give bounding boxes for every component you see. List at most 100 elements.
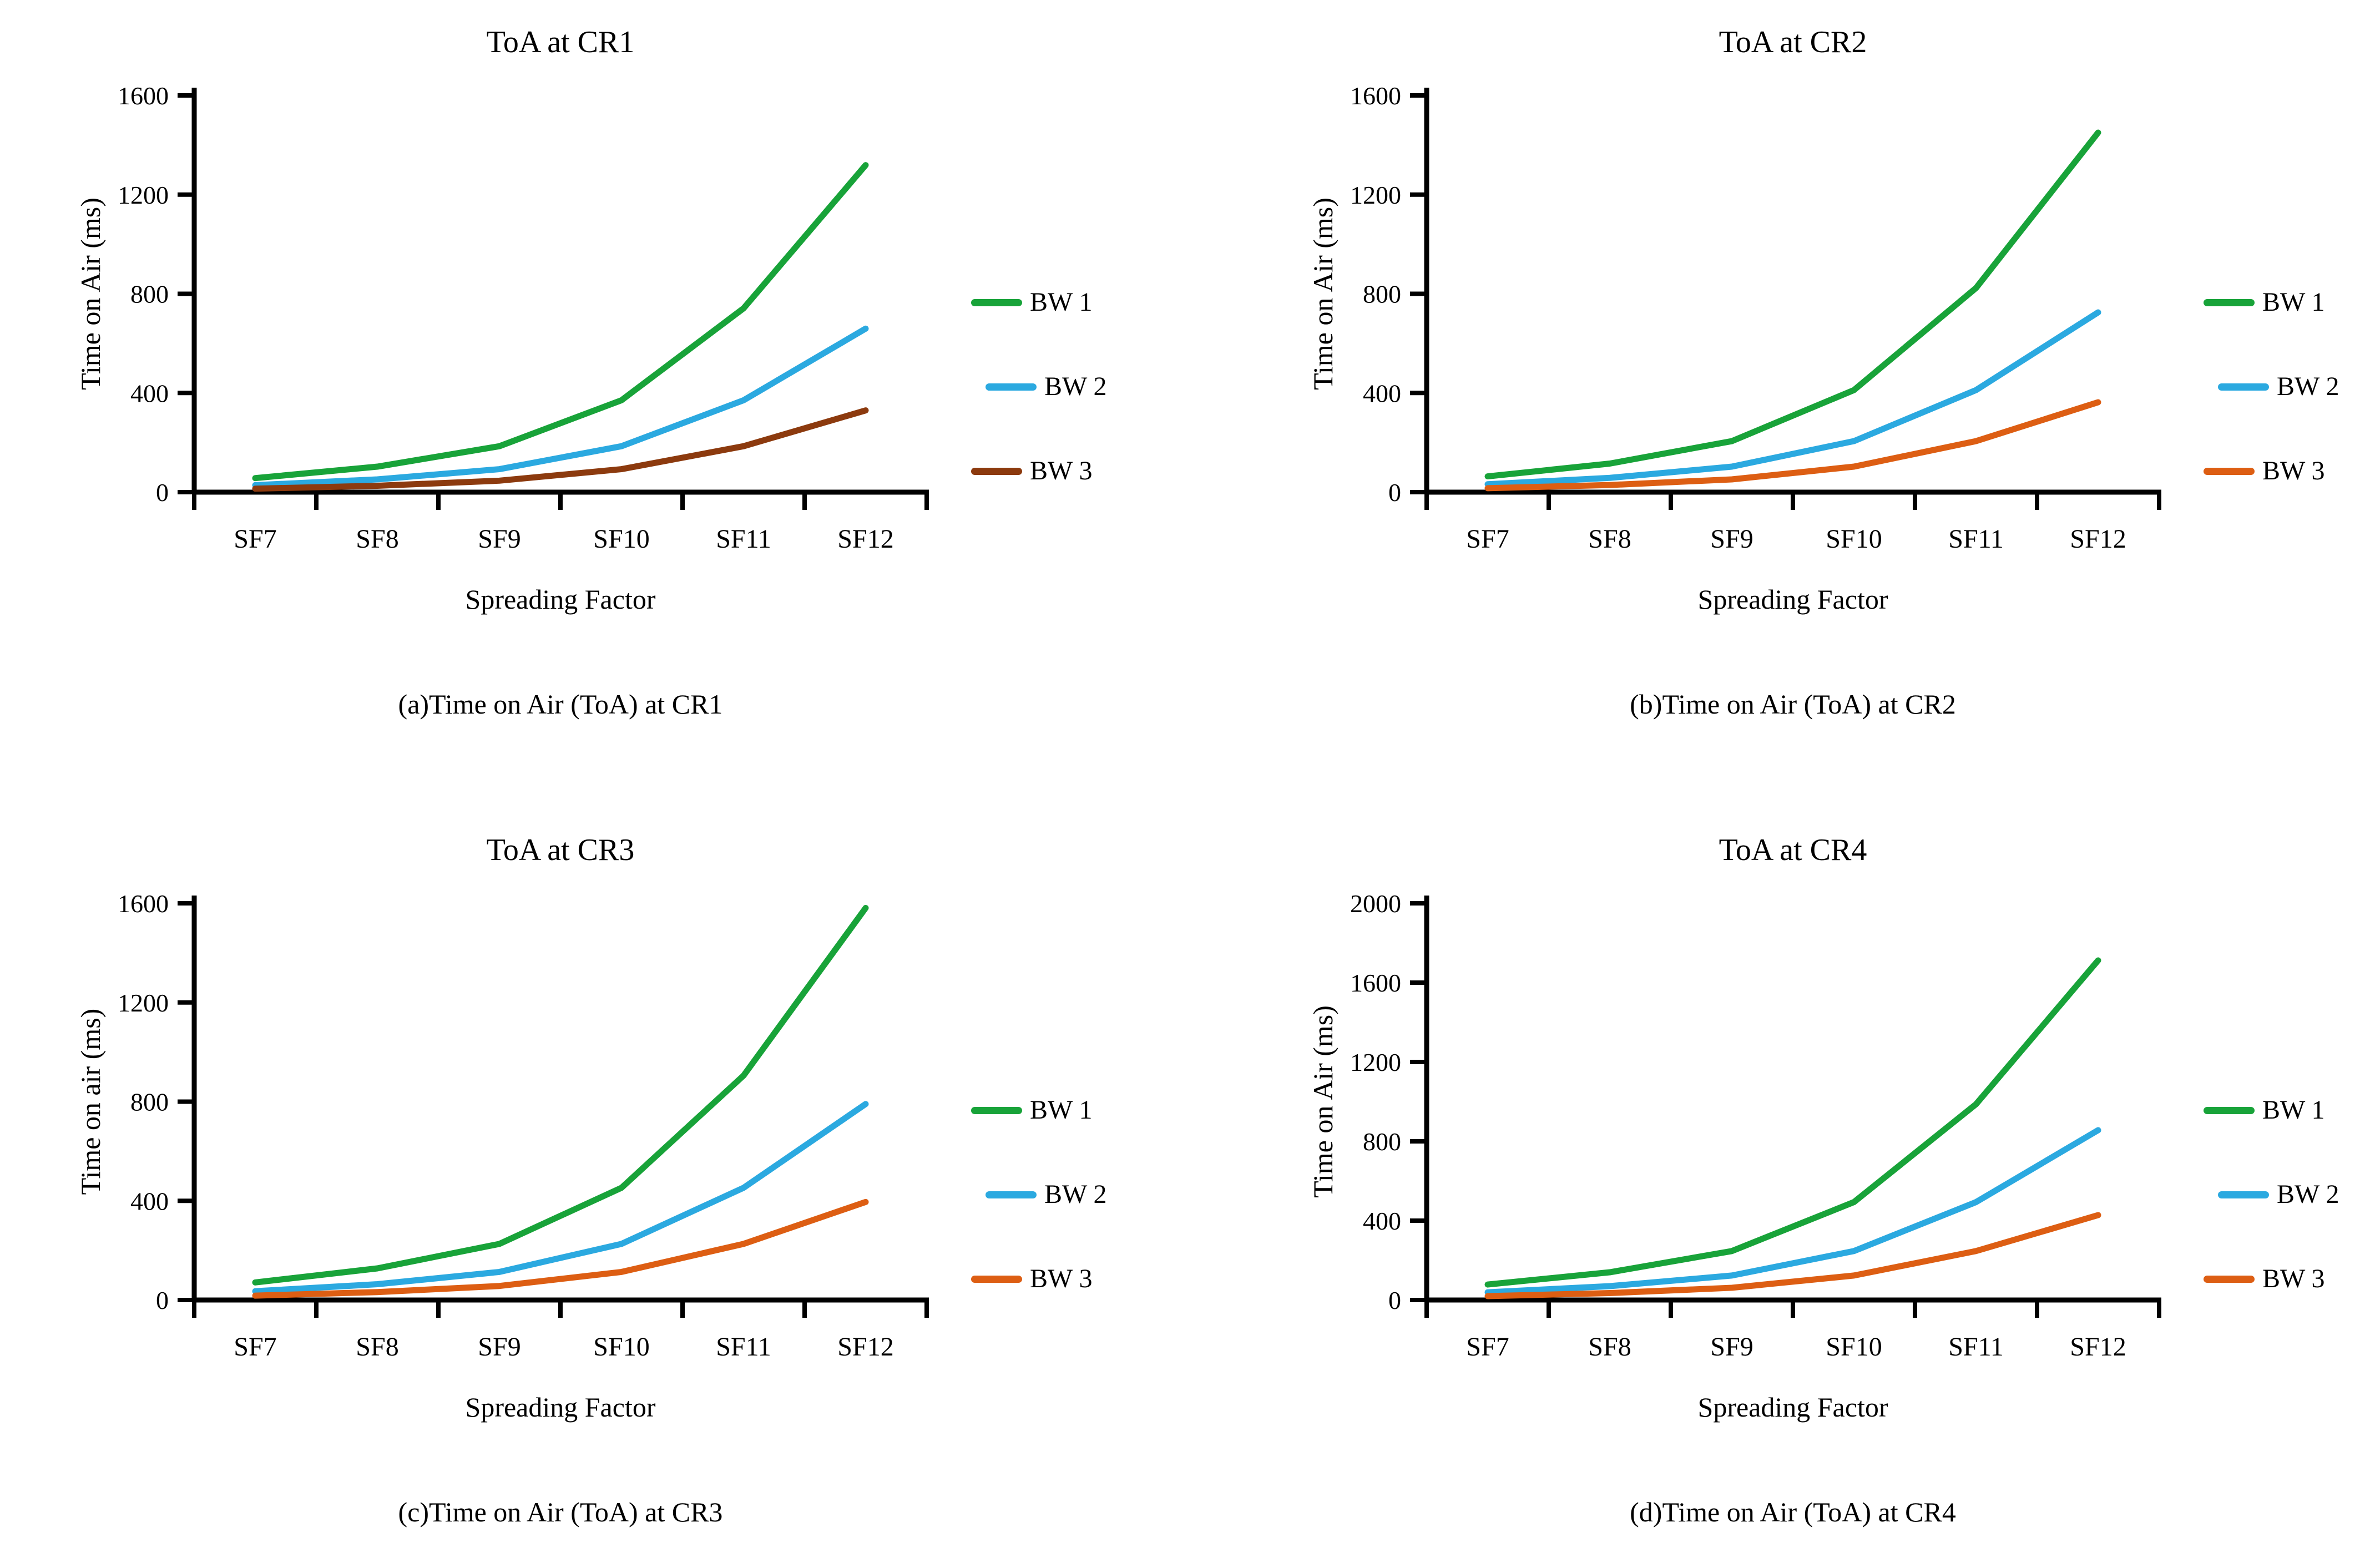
panel-b: ToA at CR2 Time on Air (ms) Spreading Fact… bbox=[1180, 0, 2360, 784]
chart-title: ToA at CR2 bbox=[1719, 25, 1867, 59]
y-tick-label: 0 bbox=[156, 478, 169, 507]
panel-d-main: ToA at CR4 Time on Air (ms) Spreading Fact… bbox=[1310, 815, 2360, 1430]
legend-item-label: BW 2 bbox=[1044, 1180, 1107, 1209]
x-tick-label: SF8 bbox=[1588, 524, 1631, 554]
series-line-bw-2 bbox=[1484, 309, 2101, 488]
x-tick-label: SF10 bbox=[593, 524, 649, 554]
y-tick-label: 400 bbox=[1363, 1207, 1401, 1235]
line-chart-toa-cr3: ToA at CR3 Time on air (ms) Spreading Fact… bbox=[78, 833, 929, 1423]
y-tick-label: 400 bbox=[1363, 379, 1401, 407]
legend-item-bw-1: BW 1 bbox=[2204, 287, 2339, 318]
legend-line-swatch bbox=[986, 1191, 1037, 1198]
x-tick-label: SF8 bbox=[356, 1332, 398, 1362]
y-tick-label: 1600 bbox=[1350, 969, 1401, 997]
legend-item-label: BW 1 bbox=[1030, 1095, 1093, 1125]
legend-item-label: BW 2 bbox=[2277, 1180, 2339, 1209]
legend-cr2: BW 1 BW 2 BW 3 bbox=[2204, 287, 2339, 487]
x-tick-label: SF11 bbox=[1948, 1332, 2004, 1362]
x-tick-label: SF12 bbox=[2070, 524, 2126, 554]
legend-line-swatch bbox=[2218, 383, 2269, 391]
legend-cr4: BW 1 BW 2 BW 3 bbox=[2204, 1095, 2339, 1294]
x-tick-label: SF7 bbox=[1466, 1332, 1509, 1362]
panel-c-main: ToA at CR3 Time on air (ms) Spreading Fact… bbox=[78, 815, 1180, 1430]
x-tick-label: SF7 bbox=[234, 524, 276, 554]
legend-line-swatch bbox=[986, 383, 1037, 391]
x-axis-label: Spreading Factor bbox=[466, 584, 656, 615]
x-axis-label: Spreading Factor bbox=[466, 1392, 656, 1423]
x-tick-label: SF9 bbox=[1710, 1332, 1753, 1362]
x-axis-label: Spreading Factor bbox=[1698, 1392, 1888, 1423]
legend-item-label: BW 1 bbox=[2262, 1095, 2325, 1125]
legend-item-bw-2: BW 2 bbox=[971, 371, 1106, 402]
legend-cr1: BW 1 BW 2 BW 3 bbox=[971, 287, 1106, 487]
y-tick-label: 2000 bbox=[1350, 889, 1401, 918]
legend-item-bw-1: BW 1 bbox=[2204, 1095, 2339, 1126]
series-line-bw-2 bbox=[1484, 1127, 2101, 1296]
y-tick-label: 0 bbox=[1388, 1286, 1401, 1314]
legend-line-swatch bbox=[971, 299, 1022, 306]
x-tick-label: SF8 bbox=[1588, 1332, 1631, 1362]
series-line-bw-3 bbox=[252, 1198, 869, 1299]
legend-item-bw-3: BW 3 bbox=[971, 456, 1106, 487]
series-line-bw-3 bbox=[252, 407, 869, 492]
y-tick-label: 800 bbox=[130, 1088, 169, 1116]
chart-title: ToA at CR1 bbox=[487, 25, 635, 59]
x-tick-label: SF11 bbox=[716, 1332, 771, 1362]
y-tick-label: 800 bbox=[1363, 1127, 1401, 1156]
series-line-bw-2 bbox=[252, 1101, 869, 1294]
line-chart-toa-cr1: ToA at CR1 Time on Air (ms) Spreading Fact… bbox=[78, 25, 929, 615]
series-line-bw-3 bbox=[1484, 399, 2101, 492]
series-line-bw-1 bbox=[1484, 957, 2101, 1288]
legend-item-label: BW 1 bbox=[1030, 287, 1093, 317]
y-tick-label: 1600 bbox=[118, 82, 169, 110]
y-tick-label: 1200 bbox=[1350, 1048, 1401, 1076]
panel-d: ToA at CR4 Time on Air (ms) Spreading Fact… bbox=[1180, 784, 2360, 1568]
legend-item-label: BW 3 bbox=[2262, 456, 2325, 485]
y-tick-label: 1200 bbox=[118, 181, 169, 209]
chart-title: ToA at CR3 bbox=[487, 833, 635, 867]
legend-cr3: BW 1 BW 2 BW 3 bbox=[971, 1095, 1106, 1294]
x-tick-label: SF12 bbox=[837, 1332, 893, 1362]
x-tick-label: SF11 bbox=[1948, 524, 2004, 554]
y-axis-label: Time on Air (ms) bbox=[1310, 1005, 1338, 1198]
legend-item-label: BW 3 bbox=[2262, 1264, 2325, 1293]
legend-item-bw-1: BW 1 bbox=[971, 1095, 1106, 1126]
series-line-bw-2 bbox=[252, 325, 869, 488]
caption-b: (b)Time on Air (ToA) at CR2 bbox=[1630, 689, 1956, 720]
x-tick-label: SF12 bbox=[2070, 1332, 2126, 1362]
panel-b-main: ToA at CR2 Time on Air (ms) Spreading Fact… bbox=[1310, 7, 2360, 623]
x-axis-label: Spreading Factor bbox=[1698, 584, 1888, 615]
legend-item-label: BW 3 bbox=[1030, 456, 1093, 485]
panel-c: ToA at CR3 Time on air (ms) Spreading Fact… bbox=[0, 784, 1180, 1568]
y-tick-label: 1600 bbox=[1350, 82, 1401, 110]
legend-line-swatch bbox=[2204, 1275, 2255, 1283]
x-tick-label: SF7 bbox=[1466, 524, 1509, 554]
legend-item-bw-3: BW 3 bbox=[2204, 1263, 2339, 1294]
series-line-bw-1 bbox=[252, 904, 869, 1286]
legend-line-swatch bbox=[971, 1275, 1022, 1283]
x-tick-label: SF10 bbox=[593, 1332, 649, 1362]
line-chart-toa-cr2: ToA at CR2 Time on Air (ms) Spreading Fact… bbox=[1310, 25, 2161, 615]
y-axis-label: Time on air (ms) bbox=[78, 1009, 106, 1195]
y-tick-label: 400 bbox=[130, 1187, 169, 1215]
y-tick-label: 1600 bbox=[118, 889, 169, 918]
legend-item-label: BW 2 bbox=[2277, 372, 2339, 401]
legend-item-bw-3: BW 3 bbox=[971, 1263, 1106, 1294]
chart-title: ToA at CR4 bbox=[1719, 833, 1867, 867]
x-tick-label: SF9 bbox=[478, 524, 520, 554]
legend-line-swatch bbox=[2204, 467, 2255, 475]
legend-line-swatch bbox=[971, 1106, 1022, 1114]
panel-a-main: ToA at CR1 Time on Air (ms) Spreading Fact… bbox=[78, 7, 1180, 623]
y-axis-label: Time on Air (ms) bbox=[78, 198, 106, 390]
legend-item-bw-2: BW 2 bbox=[2204, 1179, 2339, 1210]
legend-line-swatch bbox=[2204, 299, 2255, 306]
y-tick-label: 800 bbox=[1363, 280, 1401, 308]
legend-item-bw-2: BW 2 bbox=[2204, 371, 2339, 402]
x-tick-label: SF11 bbox=[716, 524, 771, 554]
y-tick-label: 1200 bbox=[1350, 181, 1401, 209]
x-tick-label: SF9 bbox=[478, 1332, 520, 1362]
line-chart-toa-cr4: ToA at CR4 Time on Air (ms) Spreading Fact… bbox=[1310, 833, 2161, 1423]
x-tick-label: SF8 bbox=[356, 524, 398, 554]
legend-line-swatch bbox=[971, 467, 1022, 475]
